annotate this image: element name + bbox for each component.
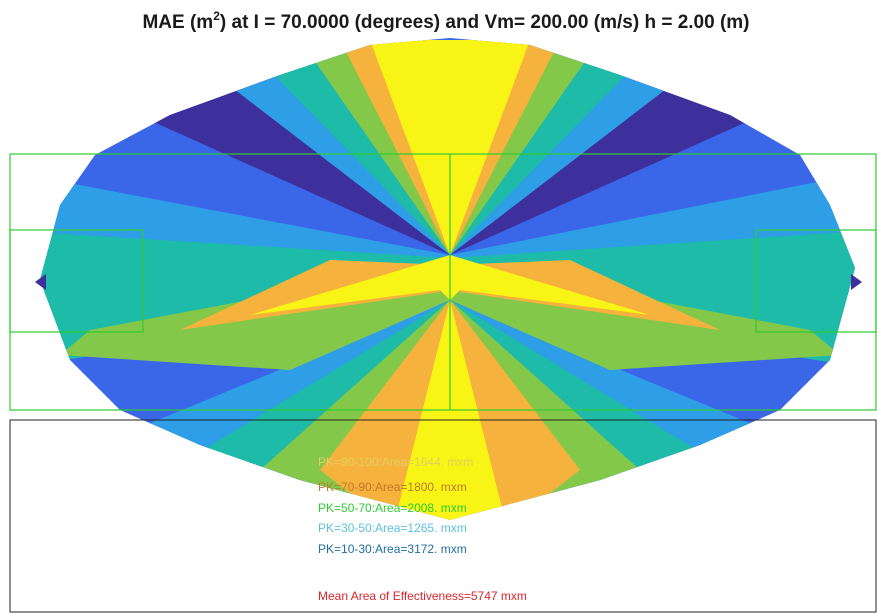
contour-band-yellow-top bbox=[370, 40, 530, 255]
contour-band-yellow-center-left bbox=[250, 255, 450, 315]
target-outline-left-box bbox=[9, 229, 144, 333]
mean-area-of-effectiveness: Mean Area of Effectiveness=5747 mxm bbox=[318, 589, 527, 603]
contour-band-yellow-center-right bbox=[450, 255, 650, 315]
chart-title-superscript: 2 bbox=[213, 9, 220, 23]
target-outline-right-box bbox=[755, 229, 877, 333]
legend-entry-pk-30-50: PK=30-50:Area=1265. mxm bbox=[318, 521, 467, 535]
contour-tip-right bbox=[851, 274, 862, 290]
legend: PK=90-100:Area=1644. mxm PK=70-90:Area=1… bbox=[318, 455, 527, 603]
chart-title-suffix: ) at I = 70.0000 (degrees) and Vm= 200.0… bbox=[220, 12, 750, 33]
chart-title-prefix: MAE (m bbox=[142, 12, 213, 33]
legend-entry-pk-50-70: PK=50-70:Area=2008. mxm bbox=[318, 501, 467, 515]
target-outlines bbox=[9, 153, 877, 411]
contour-tip-left bbox=[35, 274, 46, 290]
legend-box bbox=[9, 419, 877, 613]
legend-entry-pk-10-30: PK=10-30:Area=3172. mxm bbox=[318, 542, 467, 556]
legend-entry-pk-90-100: PK=90-100:Area=1644. mxm bbox=[318, 455, 473, 469]
chart-title: MAE (m2) at I = 70.0000 (degrees) and Vm… bbox=[142, 9, 749, 33]
legend-entry-pk-70-90: PK=70-90:Area=1800. mxm bbox=[318, 480, 467, 494]
